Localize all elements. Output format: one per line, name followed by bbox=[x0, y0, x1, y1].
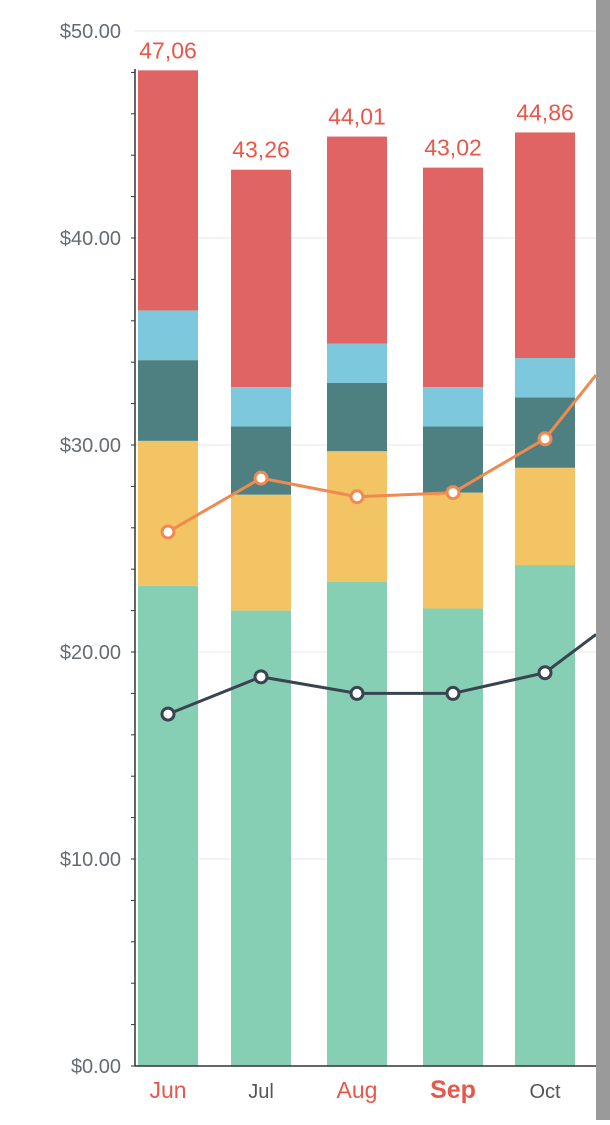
bar-segment bbox=[327, 451, 387, 582]
bar-segment bbox=[423, 167, 483, 388]
bar-segment bbox=[231, 494, 291, 611]
line-point bbox=[445, 485, 461, 501]
series-line bbox=[167, 633, 597, 716]
bar-segment bbox=[138, 310, 198, 361]
bar-total-label: 44,86 bbox=[516, 99, 574, 125]
line-point bbox=[537, 431, 553, 447]
bar-segment bbox=[138, 440, 198, 586]
bar-segment bbox=[515, 358, 575, 398]
x-tick-label: Sep bbox=[430, 1076, 476, 1104]
bar-segment bbox=[327, 382, 387, 452]
y-tick-label: $50.00 bbox=[60, 21, 121, 43]
bar-segment bbox=[231, 387, 291, 427]
bar-segment bbox=[231, 169, 291, 388]
x-tick-label: Jun bbox=[149, 1077, 186, 1103]
line-point bbox=[349, 489, 365, 505]
line-point bbox=[349, 685, 365, 701]
bar-segment bbox=[423, 608, 483, 1066]
y-tick-label: $10.00 bbox=[60, 849, 121, 871]
series-line bbox=[167, 374, 598, 534]
line-point bbox=[160, 706, 176, 722]
bar-segment bbox=[138, 70, 198, 311]
bar-segment bbox=[423, 387, 483, 427]
y-tick-label: $40.00 bbox=[60, 228, 121, 250]
bar-segment bbox=[231, 610, 291, 1066]
bar-segment bbox=[327, 136, 387, 344]
x-tick-label: Oct bbox=[529, 1081, 561, 1103]
bar-segment bbox=[515, 132, 575, 359]
bar-segment bbox=[327, 581, 387, 1066]
y-tick-label: $30.00 bbox=[60, 435, 121, 457]
line-point bbox=[160, 524, 176, 540]
vertical-scrollbar[interactable] bbox=[596, 0, 610, 1120]
bar-total-label: 44,01 bbox=[328, 104, 386, 130]
line-point bbox=[537, 665, 553, 681]
bar-segment bbox=[515, 467, 575, 566]
bar-total-label: 43,02 bbox=[424, 135, 482, 161]
bar-segment bbox=[423, 492, 483, 609]
bar-segment bbox=[138, 585, 198, 1066]
bar-total-label: 47,06 bbox=[139, 37, 197, 63]
x-tick-label: Aug bbox=[337, 1077, 378, 1103]
bar-segment bbox=[515, 565, 575, 1066]
bar-segment bbox=[327, 343, 387, 383]
x-tick-label: Jul bbox=[248, 1081, 274, 1103]
line-point bbox=[253, 470, 269, 486]
y-tick-label: $0.00 bbox=[71, 1056, 121, 1078]
bar-segment bbox=[138, 360, 198, 441]
line-point bbox=[445, 685, 461, 701]
bar-total-label: 43,26 bbox=[232, 137, 290, 163]
y-tick-label: $20.00 bbox=[60, 642, 121, 664]
bar-segment bbox=[423, 426, 483, 493]
line-point bbox=[253, 669, 269, 685]
